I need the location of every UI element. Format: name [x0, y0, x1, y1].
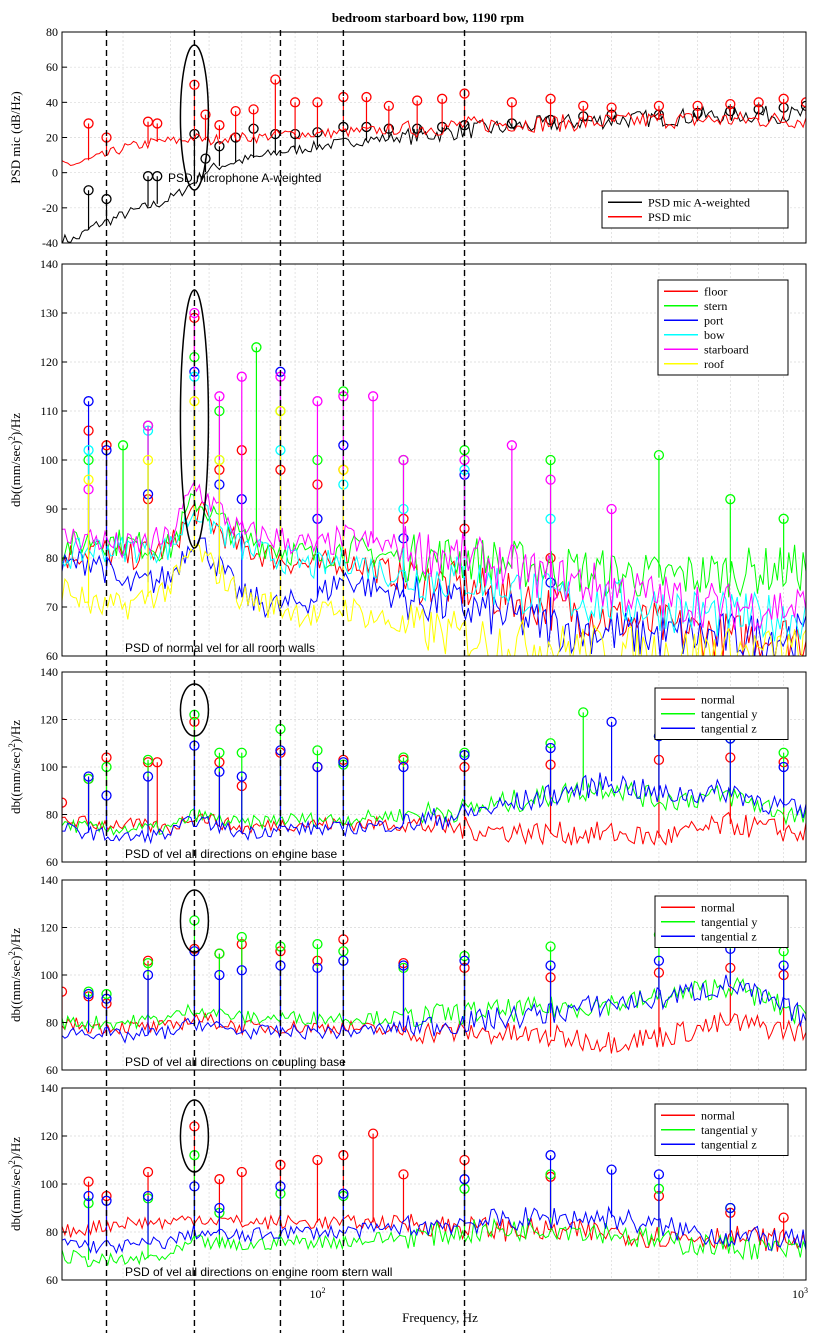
y-tick-label: 100 [40, 453, 58, 467]
legend-entry: tangential y [701, 707, 757, 721]
panel-annotation: PSD of normal vel for all room walls [125, 641, 315, 655]
y-label-part: )/Hz [8, 720, 23, 743]
y-tick-label: 60 [46, 60, 58, 74]
legend-entry: roof [704, 357, 724, 371]
y-tick-label: 130 [40, 306, 58, 320]
y-tick-label: 80 [46, 25, 58, 39]
y-label-part: )/Hz [8, 1137, 23, 1160]
legend: normaltangential ytangential z [655, 896, 788, 948]
y-tick-label: 120 [40, 921, 58, 935]
panel-annotation: PSD of vel all directions on engine base [125, 847, 337, 861]
y-tick-label: 80 [46, 1225, 58, 1239]
legend: normaltangential ytangential z [655, 1104, 788, 1156]
x-tick-base: 10 [309, 1287, 321, 1301]
y-tick-label: -40 [42, 236, 58, 250]
y-tick-label: 140 [40, 665, 58, 679]
y-tick-label: 100 [40, 1177, 58, 1191]
y-label-part: )/Hz [8, 928, 23, 951]
legend-entry: PSD mic A-weighted [648, 195, 750, 209]
legend: normaltangential ytangential z [655, 688, 788, 740]
legend-entry: normal [701, 900, 736, 914]
y-tick-label: 80 [46, 808, 58, 822]
y-tick-label: 40 [46, 95, 58, 109]
y-tick-label: 0 [52, 166, 58, 180]
y-tick-label: 140 [40, 1081, 58, 1095]
x-tick-exponent: 3 [804, 1286, 808, 1295]
y-tick-label: -20 [42, 201, 58, 215]
y-label-part: db((mm/sec) [8, 1165, 23, 1231]
legend-entry: tangential y [701, 915, 757, 929]
legend: PSD mic A-weightedPSD mic [602, 191, 788, 228]
y-tick-label: 60 [46, 649, 58, 663]
x-tick-base: 10 [792, 1287, 804, 1301]
x-tick-exponent: 2 [321, 1286, 325, 1295]
y-tick-label: 20 [46, 131, 58, 145]
y-tick-label: 60 [46, 1273, 58, 1287]
y-label-part: db((mm/sec) [8, 748, 23, 814]
y-tick-label: 80 [46, 551, 58, 565]
y-tick-label: 120 [40, 713, 58, 727]
y-tick-label: 100 [40, 760, 58, 774]
legend-entry: tangential z [701, 721, 757, 735]
y-tick-label: 60 [46, 1063, 58, 1077]
y-tick-label: 140 [40, 257, 58, 271]
y-tick-label: 140 [40, 873, 58, 887]
legend: floorsternportbowstarboardroof [658, 280, 788, 375]
legend-entry: bow [704, 328, 725, 342]
y-tick-label: 120 [40, 1129, 58, 1143]
y-axis-label: db((mm/sec)2)/Hz [7, 720, 23, 814]
y-tick-label: 60 [46, 855, 58, 869]
panel-annotation: PSD of vel all directions on engine room… [125, 1265, 392, 1279]
legend-entry: tangential z [701, 929, 757, 943]
y-label-part: db((mm/sec) [8, 441, 23, 507]
figure-title: bedroom starboard bow, 1190 rpm [332, 10, 524, 25]
y-tick-label: 90 [46, 502, 58, 516]
panel-annotation: PSD of vel all directions on coupling ba… [125, 1055, 346, 1069]
legend-entry: stern [704, 299, 727, 313]
legend-entry: floor [704, 284, 727, 298]
y-tick-label: 100 [40, 968, 58, 982]
legend-entry: starboard [704, 342, 749, 356]
y-tick-label: 70 [46, 600, 58, 614]
y-tick-label: 110 [40, 404, 58, 418]
legend-entry: PSD mic [648, 210, 691, 224]
legend-entry: port [704, 313, 724, 327]
y-tick-label: 120 [40, 355, 58, 369]
panel-annotation: PSD microphone A-weighted [168, 171, 321, 185]
legend-entry: normal [701, 1108, 736, 1122]
x-axis-label: Frequency, Hz [402, 1310, 478, 1325]
y-axis-label: db((mm/sec)2)/Hz [7, 413, 23, 507]
legend-entry: normal [701, 692, 736, 706]
y-axis-label: db((mm/sec)2)/Hz [7, 1137, 23, 1231]
y-label-part: db((mm/sec) [8, 956, 23, 1022]
legend-entry: tangential y [701, 1123, 757, 1137]
y-tick-label: 80 [46, 1016, 58, 1030]
y-axis-label: db((mm/sec)2)/Hz [7, 928, 23, 1022]
y-label-part: )/Hz [8, 413, 23, 436]
legend-entry: tangential z [701, 1137, 757, 1151]
y-axis-label: PSD mic (dB/Hz) [8, 91, 23, 183]
